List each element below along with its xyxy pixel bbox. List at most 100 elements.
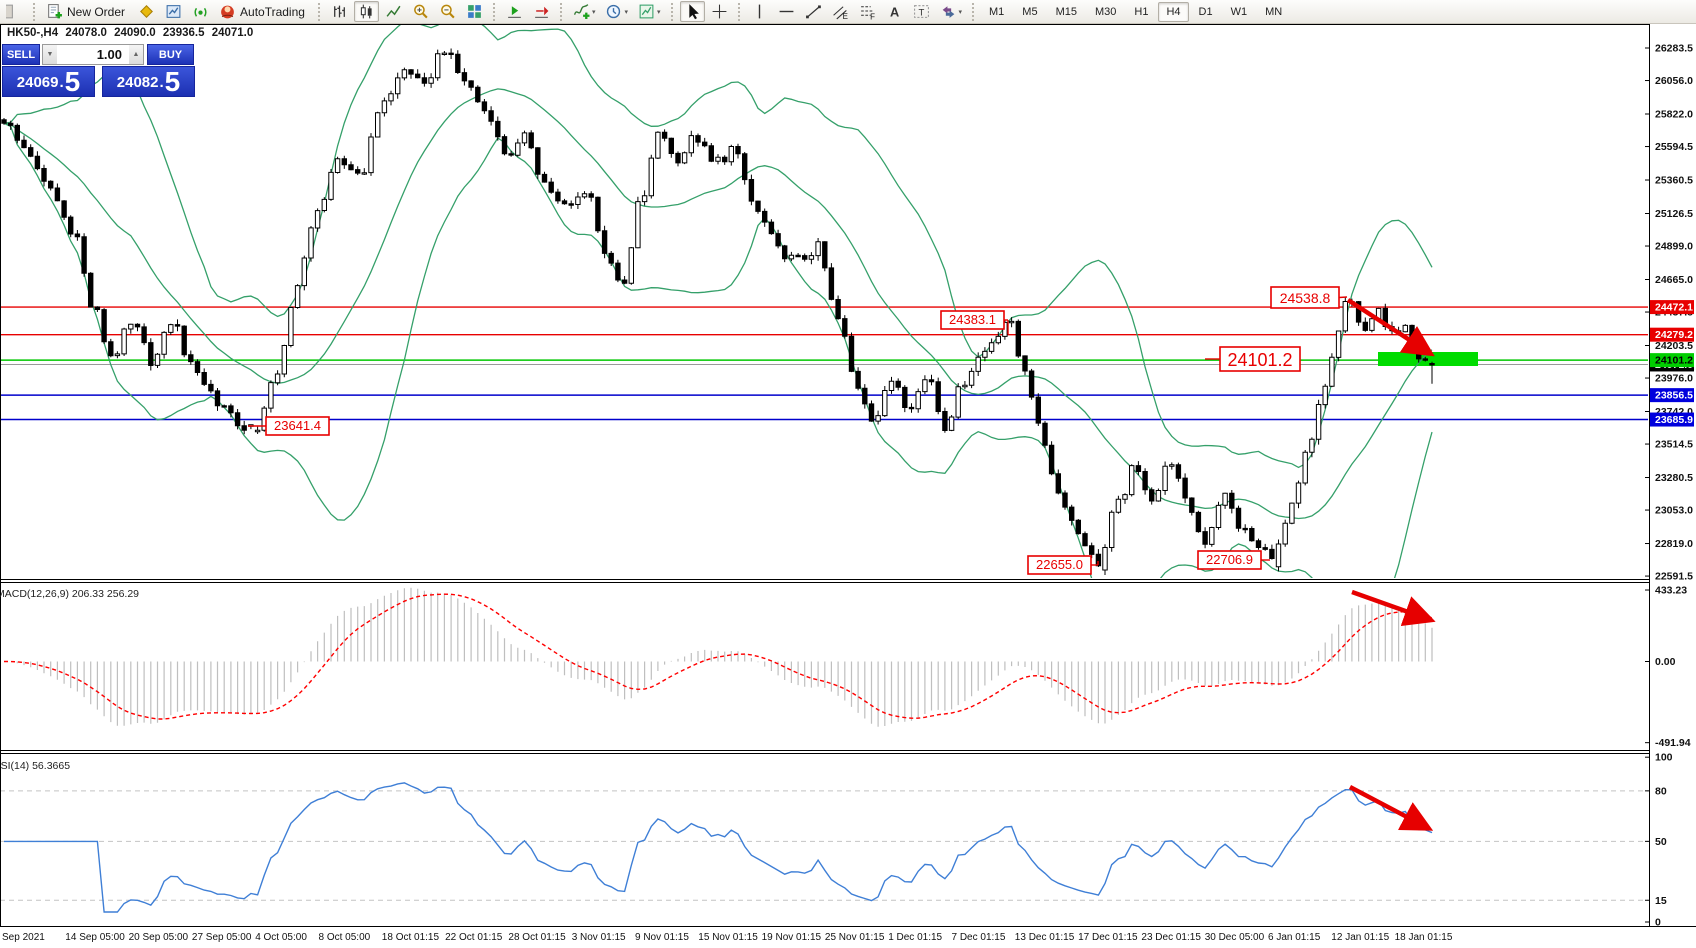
candlestick-button[interactable]: [353, 1, 379, 22]
volume-decrease-button[interactable]: ▼: [43, 45, 57, 64]
timeframe-d1[interactable]: D1: [1198, 5, 1213, 18]
chart-shift-button[interactable]: [529, 1, 554, 22]
price-callout-24383.1[interactable]: 24383.1: [940, 310, 1009, 334]
price-callout-24538.8[interactable]: 24538.8: [1270, 286, 1348, 309]
x-tick-label: 27 Sep 05:00: [192, 932, 252, 943]
rsi-tick-label: 0: [1655, 917, 1661, 929]
channel-button[interactable]: E: [828, 1, 853, 22]
tile-windows-button[interactable]: [462, 1, 487, 22]
autotrading-icon: [221, 5, 234, 19]
crosshair-icon: [712, 4, 726, 19]
timeframe-h1[interactable]: H1: [1134, 5, 1149, 18]
y-tick-label: 24203.5: [1655, 340, 1693, 352]
new-order-button[interactable]: New Order: [42, 1, 132, 22]
x-tick-label: 23 Dec 01:15: [1141, 932, 1201, 943]
sell-price[interactable]: 24069. 5: [2, 66, 95, 97]
horizontal-line-button[interactable]: [774, 1, 799, 22]
templates-button[interactable]: ▾: [634, 1, 665, 22]
timeframe-m30[interactable]: M30: [1094, 5, 1117, 18]
periods-button[interactable]: ▾: [601, 1, 632, 22]
x-tick-label: Sep 2021: [2, 932, 45, 943]
trendline-icon: [805, 5, 821, 19]
toolbar-separator: [735, 2, 743, 21]
timeframe-w1[interactable]: W1: [1230, 5, 1248, 18]
toolbar-separator: [970, 2, 978, 21]
y-tick-label: 23514.5: [1655, 439, 1693, 451]
price-callout-24101.2[interactable]: 24101.2: [1205, 346, 1301, 372]
trendline-button[interactable]: [801, 1, 826, 22]
price-tag-text: 24279.2: [1655, 329, 1693, 341]
price-tag-text: 23685.9: [1655, 414, 1693, 426]
auto-scroll-button[interactable]: [502, 1, 527, 22]
bar-low: 23936.5: [162, 27, 205, 39]
sell-button[interactable]: SELL: [2, 44, 40, 65]
timeframe-m15[interactable]: M15: [1055, 5, 1077, 18]
svg-text:T: T: [918, 8, 924, 19]
y-tick-label: 24665.0: [1655, 274, 1693, 286]
macd-label: MACD(12,26,9) 206.33 256.29: [0, 588, 139, 600]
macd-tick-label: -491.94: [1655, 737, 1691, 749]
chart-canvas[interactable]: 24538.8 24383.1 24101.2 23641.4 22655.0 22706…: [0, 24, 1696, 948]
zoom-in-button[interactable]: [408, 1, 433, 22]
price-callout-22706.9[interactable]: 22706.9: [1197, 550, 1270, 570]
y-tick-label: 24899.0: [1655, 241, 1693, 253]
x-tick-label: 6 Jan 01:15: [1268, 932, 1321, 943]
callout-text: 22706.9: [1206, 552, 1253, 567]
quotes-icon[interactable]: [134, 1, 159, 22]
templates-icon: [639, 4, 654, 19]
trend-arrow-macd[interactable]: [1351, 589, 1436, 627]
indicators-icon: [573, 4, 590, 19]
bar-open: 24078.0: [65, 27, 107, 39]
timeframe-h4[interactable]: H4: [1158, 1, 1189, 22]
price-callout-22655.0[interactable]: 22655.0: [1027, 555, 1099, 575]
text-label-icon: T: [913, 5, 929, 19]
signal-icon[interactable]: [188, 1, 213, 22]
timeframe-m1[interactable]: M1: [989, 5, 1005, 18]
new-chart-icon[interactable]: [161, 1, 186, 22]
vertical-line-button[interactable]: [747, 1, 772, 22]
callout-text: 24383.1: [949, 312, 996, 327]
text-button[interactable]: A: [882, 1, 907, 22]
volume-increase-button[interactable]: ▲: [129, 45, 143, 64]
rsi-label: RSI(14) 56.3665: [0, 760, 70, 772]
trend-arrow-main[interactable]: [1346, 298, 1435, 357]
volume-input[interactable]: 1.00: [96, 47, 122, 62]
x-tick-label: 20 Sep 05:00: [129, 932, 189, 943]
price-callout-23641.4[interactable]: 23641.4: [248, 416, 330, 436]
autotrading-button[interactable]: AutoTrading: [215, 1, 312, 22]
new-order-button-label: New Order: [67, 4, 126, 19]
symbol-period: HK50-,H4: [7, 27, 59, 39]
line-chart-button[interactable]: [381, 1, 406, 22]
trend-arrow-rsi[interactable]: [1348, 785, 1434, 831]
timeframe-m5[interactable]: M5: [1022, 5, 1038, 18]
toolbar: New Order AutoTrading ▾ ▾ ▾ E F A T ▾ M1 M5 M15 M30 H1…: [0, 0, 1696, 24]
text-label-button[interactable]: T: [909, 1, 934, 22]
cursor-button[interactable]: [679, 1, 705, 22]
price-axis: 26283.5 26056.0 25822.0 25594.5 25360.5 25126…: [1645, 43, 1694, 929]
x-tick-label: 19 Nov 01:15: [762, 932, 822, 943]
arrows-button[interactable]: ▾: [936, 1, 967, 22]
timeframe-mn[interactable]: MN: [1265, 5, 1283, 18]
time-axis[interactable]: Sep 2021 14 Sep 05:00 20 Sep 05:00 27 Sep 0…: [2, 932, 1453, 943]
line-chart-icon: [386, 5, 401, 17]
bar-chart-button[interactable]: [327, 1, 352, 22]
quotes-icon-icon: [140, 5, 153, 18]
x-tick-label: 28 Oct 01:15: [508, 932, 566, 943]
fibonacci-button[interactable]: F: [855, 1, 880, 22]
cursor-icon: [688, 4, 699, 20]
new-chart-icon-icon: [166, 5, 181, 18]
zoom-out-button[interactable]: [435, 1, 460, 22]
buy-button[interactable]: BUY: [147, 44, 194, 65]
chevron-down-icon: ▾: [591, 8, 596, 16]
y-tick-label: 25360.5: [1655, 175, 1693, 187]
price-tag-23856.5: 23856.5: [1650, 388, 1694, 403]
indicators-button[interactable]: ▾: [569, 1, 600, 22]
price-tag-text: 24472.1: [1655, 302, 1693, 314]
ohlc-title: HK50-,H4 24078.0 24090.0 23936.5 24071.0: [7, 27, 257, 39]
chevron-down-icon: ▾: [656, 8, 661, 16]
chart-background: [0, 24, 1696, 948]
buy-price[interactable]: 24082. 5: [102, 66, 195, 97]
autotrading-button-label: AutoTrading: [240, 4, 305, 19]
crosshair-button[interactable]: [707, 1, 732, 22]
